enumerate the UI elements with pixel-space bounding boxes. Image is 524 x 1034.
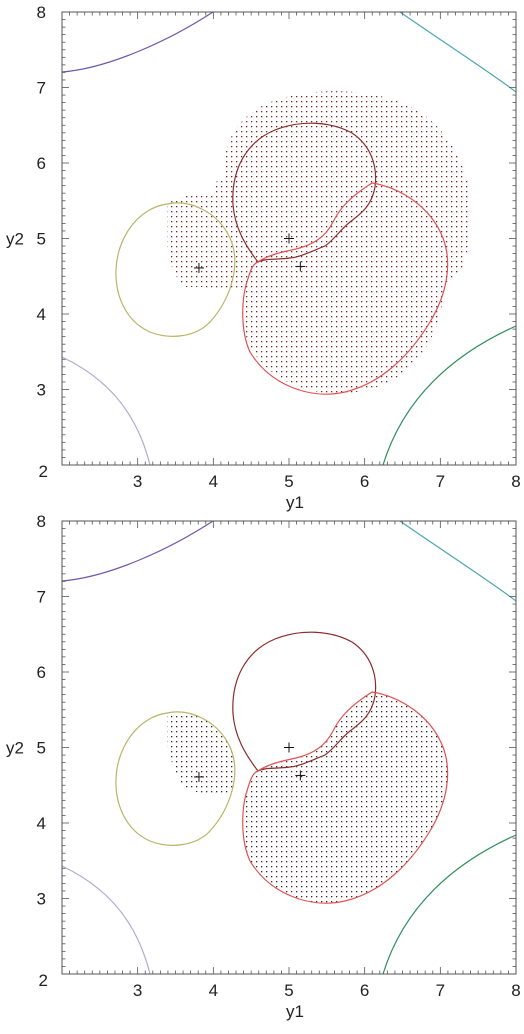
plus-marker — [295, 261, 306, 272]
stippled-left-circle-wedge — [167, 711, 235, 795]
corner-tick-label: 2 — [39, 462, 48, 481]
x-tick-label: 8 — [511, 472, 520, 491]
y-tick-label: 6 — [37, 154, 46, 173]
plus-marker — [295, 770, 306, 781]
x-tick-label: 8 — [511, 981, 520, 1000]
y-axis-label: y2 — [6, 230, 24, 249]
y-tick-label: 3 — [37, 890, 46, 909]
y-tick-label: 8 — [37, 3, 46, 22]
green-contour-bottom-right — [382, 325, 517, 466]
red-contour-lower — [242, 182, 449, 395]
x-axis-label: y1 — [286, 493, 304, 512]
purple-contour-top-left — [61, 11, 214, 73]
y-tick-label: 7 — [37, 588, 46, 607]
y-tick-label: 5 — [37, 739, 46, 758]
chart-panel-bottom: 3 4 5 6 7 8 2 3 4 5 6 7 8 y1 y2 — [6, 512, 521, 1021]
x-tick-label: 7 — [436, 472, 445, 491]
corner-tick-label: 2 — [39, 971, 48, 990]
olive-contour-left — [115, 202, 236, 337]
darkred-contour-upper — [232, 122, 377, 263]
x-tick-label: 5 — [284, 472, 293, 491]
x-tick-label: 6 — [360, 472, 369, 491]
x-tick-label: 4 — [209, 981, 218, 1000]
x-tick-label: 7 — [436, 981, 445, 1000]
x-tick-label: 3 — [133, 472, 142, 491]
lavender-contour-bottom-left — [61, 356, 151, 466]
stippled-lower-red-interior — [242, 692, 448, 904]
plus-marker — [193, 771, 204, 782]
y-tick-label: 4 — [37, 305, 46, 324]
y-tick-label: 4 — [37, 814, 46, 833]
y-tick-label: 8 — [37, 512, 46, 531]
red-contour-lower — [242, 691, 449, 904]
plus-marker — [193, 262, 204, 273]
y-axis-label: y2 — [6, 739, 24, 758]
cyan-contour-top-right — [399, 11, 517, 93]
olive-contour-left — [115, 711, 236, 846]
cyan-contour-top-right — [399, 520, 517, 602]
x-tick-label: 5 — [284, 981, 293, 1000]
plus-marker — [284, 742, 294, 753]
x-tick-label: 4 — [209, 472, 218, 491]
green-contour-bottom-right — [382, 834, 517, 975]
purple-contour-top-left — [61, 520, 214, 582]
y-tick-label: 6 — [37, 663, 46, 682]
y-tick-label: 3 — [37, 381, 46, 400]
stippled-union-region — [167, 91, 472, 394]
plus-marker — [284, 233, 294, 244]
x-axis-label: y1 — [286, 1002, 304, 1021]
chart-panel-top: 3 4 5 6 7 8 2 3 4 5 6 7 8 y1 y2 — [6, 3, 521, 512]
lavender-contour-bottom-left — [61, 865, 151, 975]
y-tick-label: 7 — [37, 79, 46, 98]
x-tick-label: 6 — [360, 981, 369, 1000]
x-tick-label: 3 — [133, 981, 142, 1000]
darkred-contour-upper — [232, 631, 377, 772]
y-tick-label: 5 — [37, 230, 46, 249]
